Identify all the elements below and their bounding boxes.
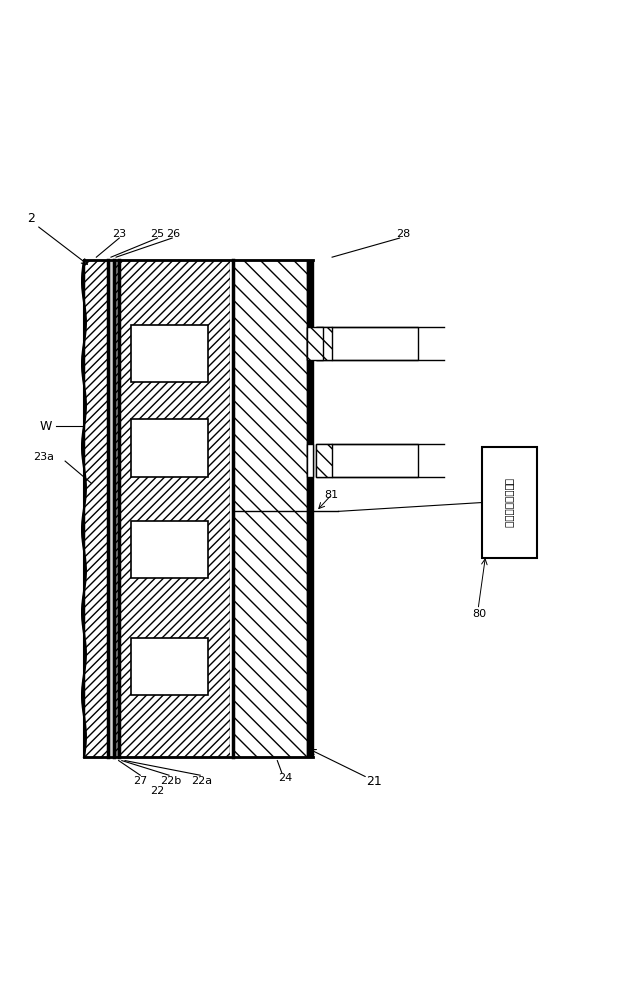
Text: 22b: 22b (159, 776, 181, 786)
Text: 23: 23 (112, 228, 126, 238)
Text: 22: 22 (150, 786, 164, 796)
Text: 伝熱ガス供給機構: 伝熱ガス供給機構 (504, 477, 515, 528)
Bar (113, 260, 118, 758)
Bar (131, 522, 208, 579)
Bar (131, 325, 208, 382)
Bar (84, 260, 108, 758)
Text: 80: 80 (472, 609, 486, 619)
Bar (307, 328, 323, 360)
Bar (108, 260, 113, 758)
Bar (230, 260, 234, 758)
Bar (316, 444, 332, 476)
Text: 26: 26 (166, 228, 180, 238)
Bar (307, 444, 313, 476)
Text: 21: 21 (366, 775, 382, 788)
Bar (316, 444, 418, 476)
Bar (131, 638, 208, 695)
Text: 2: 2 (28, 212, 35, 225)
Bar (118, 260, 230, 758)
Bar (307, 260, 313, 758)
Bar (131, 419, 208, 476)
Text: 28: 28 (396, 228, 410, 238)
Bar (483, 447, 537, 558)
Bar (234, 260, 307, 758)
Bar (316, 328, 332, 360)
Text: 22a: 22a (191, 776, 212, 786)
Text: W: W (40, 419, 52, 432)
Text: 81: 81 (324, 489, 339, 499)
Text: 24: 24 (278, 773, 292, 783)
Bar (307, 328, 313, 360)
Bar (316, 328, 418, 360)
Text: 27: 27 (133, 776, 147, 786)
Text: 23a: 23a (33, 451, 54, 461)
Text: 25: 25 (150, 228, 164, 238)
